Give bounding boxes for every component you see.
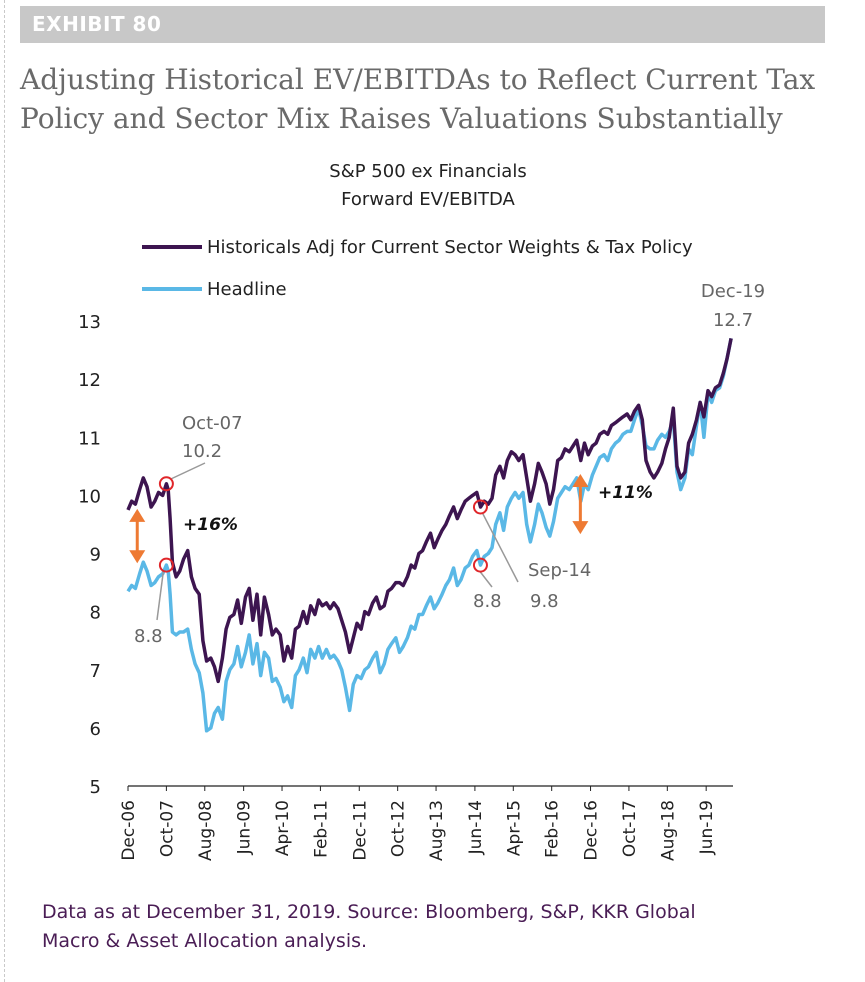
headline: Adjusting Historical EV/EBITDAs to Refle… — [20, 60, 840, 138]
annotations: Oct-07 10.2 +16% 8.8 Sep-14 9.8 8.8 +11%… — [129, 281, 765, 647]
x-tick-label: Feb-11 — [311, 800, 331, 858]
y-tick-label: 13 — [78, 312, 101, 333]
x-tick-label: Dec-06 — [119, 800, 139, 861]
chart-title-line-2: Forward EV/EBITDA — [341, 189, 515, 210]
arrow-head-up — [572, 474, 589, 488]
headline-line-1: Adjusting Historical EV/EBITDAs to Refle… — [20, 63, 816, 96]
leader-oct07-top — [171, 462, 206, 480]
y-tick-label: 7 — [90, 661, 101, 682]
annotation-gap-2016: +11% — [598, 483, 653, 503]
annotation-dec19-date: Dec-19 — [701, 281, 765, 302]
legend-label-adjusted: Historicals Adj for Current Sector Weigh… — [207, 237, 693, 258]
legend: Historicals Adj for Current Sector Weigh… — [142, 237, 693, 300]
annotation-oct07-date: Oct-07 — [182, 413, 243, 434]
annotation-sep14-date: Sep-14 — [528, 560, 591, 581]
x-axis: Dec-06 Oct-07 Aug-08 Jun-09 Apr-10 Feb-11 Dec-… — [119, 786, 717, 861]
y-axis: 5 6 7 8 9 10 11 12 13 — [78, 312, 101, 798]
x-tick-label: Apr-10 — [273, 800, 293, 856]
x-tick-label: Aug-13 — [427, 800, 447, 861]
chart-title-line-1: S&P 500 ex Financials — [329, 161, 526, 182]
arrow-head-up — [129, 508, 146, 522]
marker-sep14-adjusted — [472, 499, 488, 515]
y-tick-label: 12 — [78, 370, 101, 391]
x-tick-label: Dec-16 — [582, 800, 602, 861]
double-arrow-2016 — [572, 474, 589, 535]
arrow-head-down — [129, 550, 146, 564]
x-tick-label: Feb-16 — [543, 800, 563, 858]
y-tick-label: 5 — [90, 777, 101, 798]
x-tick-label: Apr-15 — [504, 800, 524, 856]
y-tick-label: 10 — [78, 486, 101, 507]
x-tick-label: Dec-11 — [350, 800, 370, 861]
x-tick-label: Aug-08 — [196, 800, 216, 861]
ev-ebitda-line-chart: S&P 500 ex Financials Forward EV/EBITDA … — [78, 161, 765, 861]
x-tick-label: Jun-14 — [466, 800, 486, 855]
exhibit-banner — [20, 6, 825, 43]
x-tick-label: Oct-07 — [157, 800, 177, 857]
marker-sep14-headline — [472, 557, 488, 573]
y-tick-label: 9 — [90, 545, 101, 566]
legend-label-headline: Headline — [207, 279, 287, 300]
y-tick-label: 8 — [90, 603, 101, 624]
x-tick-label: Oct-17 — [620, 800, 640, 857]
footnote-line-1: Data as at December 31, 2019. Source: Bl… — [42, 901, 696, 923]
annotation-oct07-value: 10.2 — [182, 441, 222, 462]
annotation-dec19-value: 12.7 — [713, 310, 753, 331]
x-tick-label: Jun-09 — [235, 800, 255, 855]
leader-oct07-bottom — [156, 571, 165, 621]
annotation-gap-2007: +16% — [183, 515, 238, 535]
exhibit-label: EXHIBIT 80 — [32, 12, 162, 36]
headline-line-2: Policy and Sector Mix Raises Valuations … — [20, 102, 783, 135]
marker-oct07-adjusted — [158, 476, 174, 492]
series-line-adjusted — [126, 338, 733, 684]
annotation-sep14-headline-value: 8.8 — [473, 591, 502, 612]
annotation-oct07-headline-value: 8.8 — [134, 626, 163, 647]
page-edge-rule — [4, 0, 5, 982]
source-footnote: Data as at December 31, 2019. Source: Bl… — [42, 898, 802, 956]
leader-sep14-adjusted — [481, 512, 519, 583]
series-line-headline — [126, 338, 733, 733]
double-arrow-2007 — [129, 508, 146, 564]
leader-sep14-headline — [479, 571, 493, 588]
x-tick-label: Oct-12 — [389, 800, 409, 857]
marker-oct07-headline — [158, 557, 174, 573]
x-tick-label: Jun-19 — [697, 800, 717, 855]
footnote-line-2: Macro & Asset Allocation analysis. — [42, 930, 368, 952]
annotation-sep14-adjusted-value: 9.8 — [530, 591, 559, 612]
arrow-head-down — [572, 521, 589, 535]
y-tick-label: 11 — [78, 428, 101, 449]
x-tick-label: Aug-18 — [658, 800, 678, 861]
y-tick-label: 6 — [90, 719, 101, 740]
